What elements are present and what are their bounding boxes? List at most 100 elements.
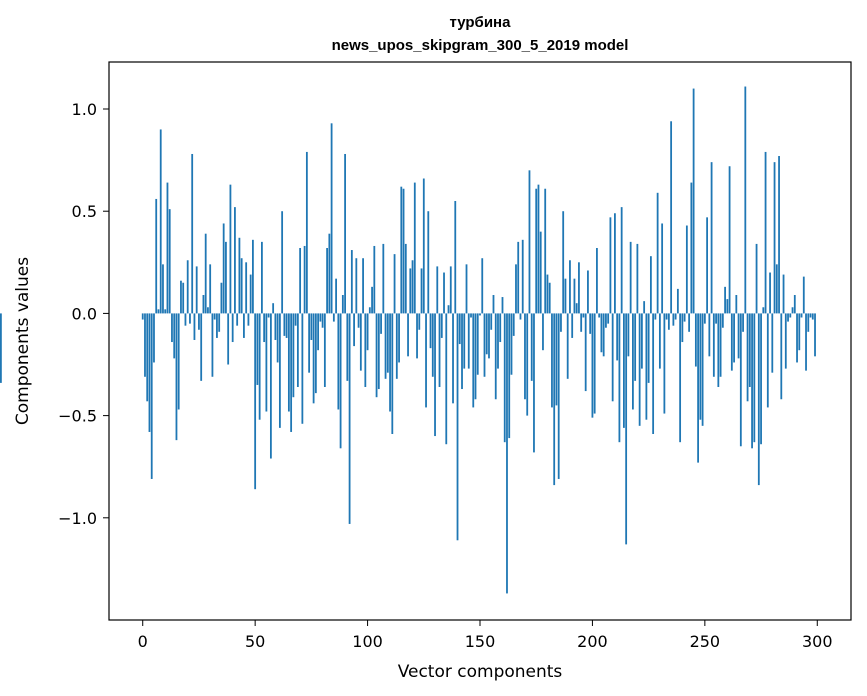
y-tick-label: 0.5 <box>72 202 97 221</box>
chart-title: турбина <box>450 14 512 31</box>
bar <box>798 313 801 351</box>
bar <box>150 313 153 479</box>
bars-group <box>0 86 816 594</box>
bar <box>627 313 630 357</box>
bar <box>153 313 155 363</box>
bar <box>429 313 432 349</box>
bar <box>332 313 335 322</box>
bar <box>225 241 227 314</box>
bar <box>418 313 421 330</box>
bar <box>409 268 412 314</box>
bar <box>656 192 659 314</box>
bar <box>665 313 668 320</box>
bar <box>557 313 560 479</box>
bar <box>802 276 805 314</box>
bar <box>267 313 270 318</box>
x-tick-label: 0 <box>138 632 148 651</box>
bar <box>339 313 342 449</box>
bar <box>393 254 396 314</box>
bar <box>807 313 810 332</box>
bar <box>314 313 317 394</box>
bar <box>634 313 637 381</box>
bar <box>371 286 373 314</box>
bar <box>521 239 524 314</box>
bar <box>476 313 479 375</box>
bar <box>382 243 385 314</box>
bar <box>667 313 670 330</box>
bar <box>177 313 180 410</box>
bar <box>247 313 250 326</box>
bar <box>422 178 425 314</box>
bar <box>694 313 697 367</box>
bar <box>407 313 409 357</box>
bar <box>204 233 207 314</box>
bar <box>312 313 315 404</box>
bar <box>470 313 472 318</box>
bar <box>623 313 625 428</box>
bar <box>249 274 252 314</box>
x-axis-label: Vector components <box>398 662 563 682</box>
bar <box>461 313 463 390</box>
bar <box>148 313 151 432</box>
bar <box>605 313 607 328</box>
bar <box>755 243 758 314</box>
bar <box>171 313 173 343</box>
bar <box>193 313 196 340</box>
bar <box>775 264 778 314</box>
chart-subtitle: news_upos_skipgram_300_5_2019 model <box>332 37 629 54</box>
bar <box>236 313 239 326</box>
bar <box>539 231 542 314</box>
bar <box>620 207 623 314</box>
bar <box>467 313 470 369</box>
x-tick-label: 250 <box>690 632 721 651</box>
bar <box>575 303 578 314</box>
bar <box>789 313 792 318</box>
bar <box>269 313 272 459</box>
bar <box>766 313 769 408</box>
bar <box>220 282 223 314</box>
bar <box>674 313 677 320</box>
bar <box>377 313 380 390</box>
x-tick-label: 150 <box>465 632 496 651</box>
bar <box>326 248 328 314</box>
bar <box>760 313 762 445</box>
bar <box>195 266 198 314</box>
bar <box>0 313 2 383</box>
bar <box>490 313 493 330</box>
bar <box>546 274 549 314</box>
bar <box>380 313 382 334</box>
bar <box>640 313 643 369</box>
bar <box>364 313 367 387</box>
bar <box>227 313 230 365</box>
bar <box>771 313 774 373</box>
bar <box>796 313 798 363</box>
bar <box>773 162 776 314</box>
bar <box>256 313 259 385</box>
bar <box>542 313 544 351</box>
bar <box>548 282 551 314</box>
bar <box>278 313 281 428</box>
bar <box>748 313 751 387</box>
bar <box>355 258 358 314</box>
bar <box>611 313 614 402</box>
bar <box>368 307 371 314</box>
bar <box>589 313 592 334</box>
bar <box>643 301 646 314</box>
bar <box>162 264 164 314</box>
bar <box>146 313 149 402</box>
bar <box>321 313 324 328</box>
bar <box>404 243 407 314</box>
bar <box>305 151 308 314</box>
bar <box>483 313 486 377</box>
y-axis: −1.0 −0.5 0.0 0.5 1.0 <box>58 100 109 528</box>
plot-frame <box>108 61 852 621</box>
bar <box>780 313 783 400</box>
bar <box>551 313 553 408</box>
bar <box>386 313 389 373</box>
bar <box>200 313 203 381</box>
bar <box>283 313 286 336</box>
bar <box>564 278 567 314</box>
bar <box>207 307 209 314</box>
y-tick-label: 1.0 <box>72 100 97 119</box>
bar <box>292 313 295 398</box>
